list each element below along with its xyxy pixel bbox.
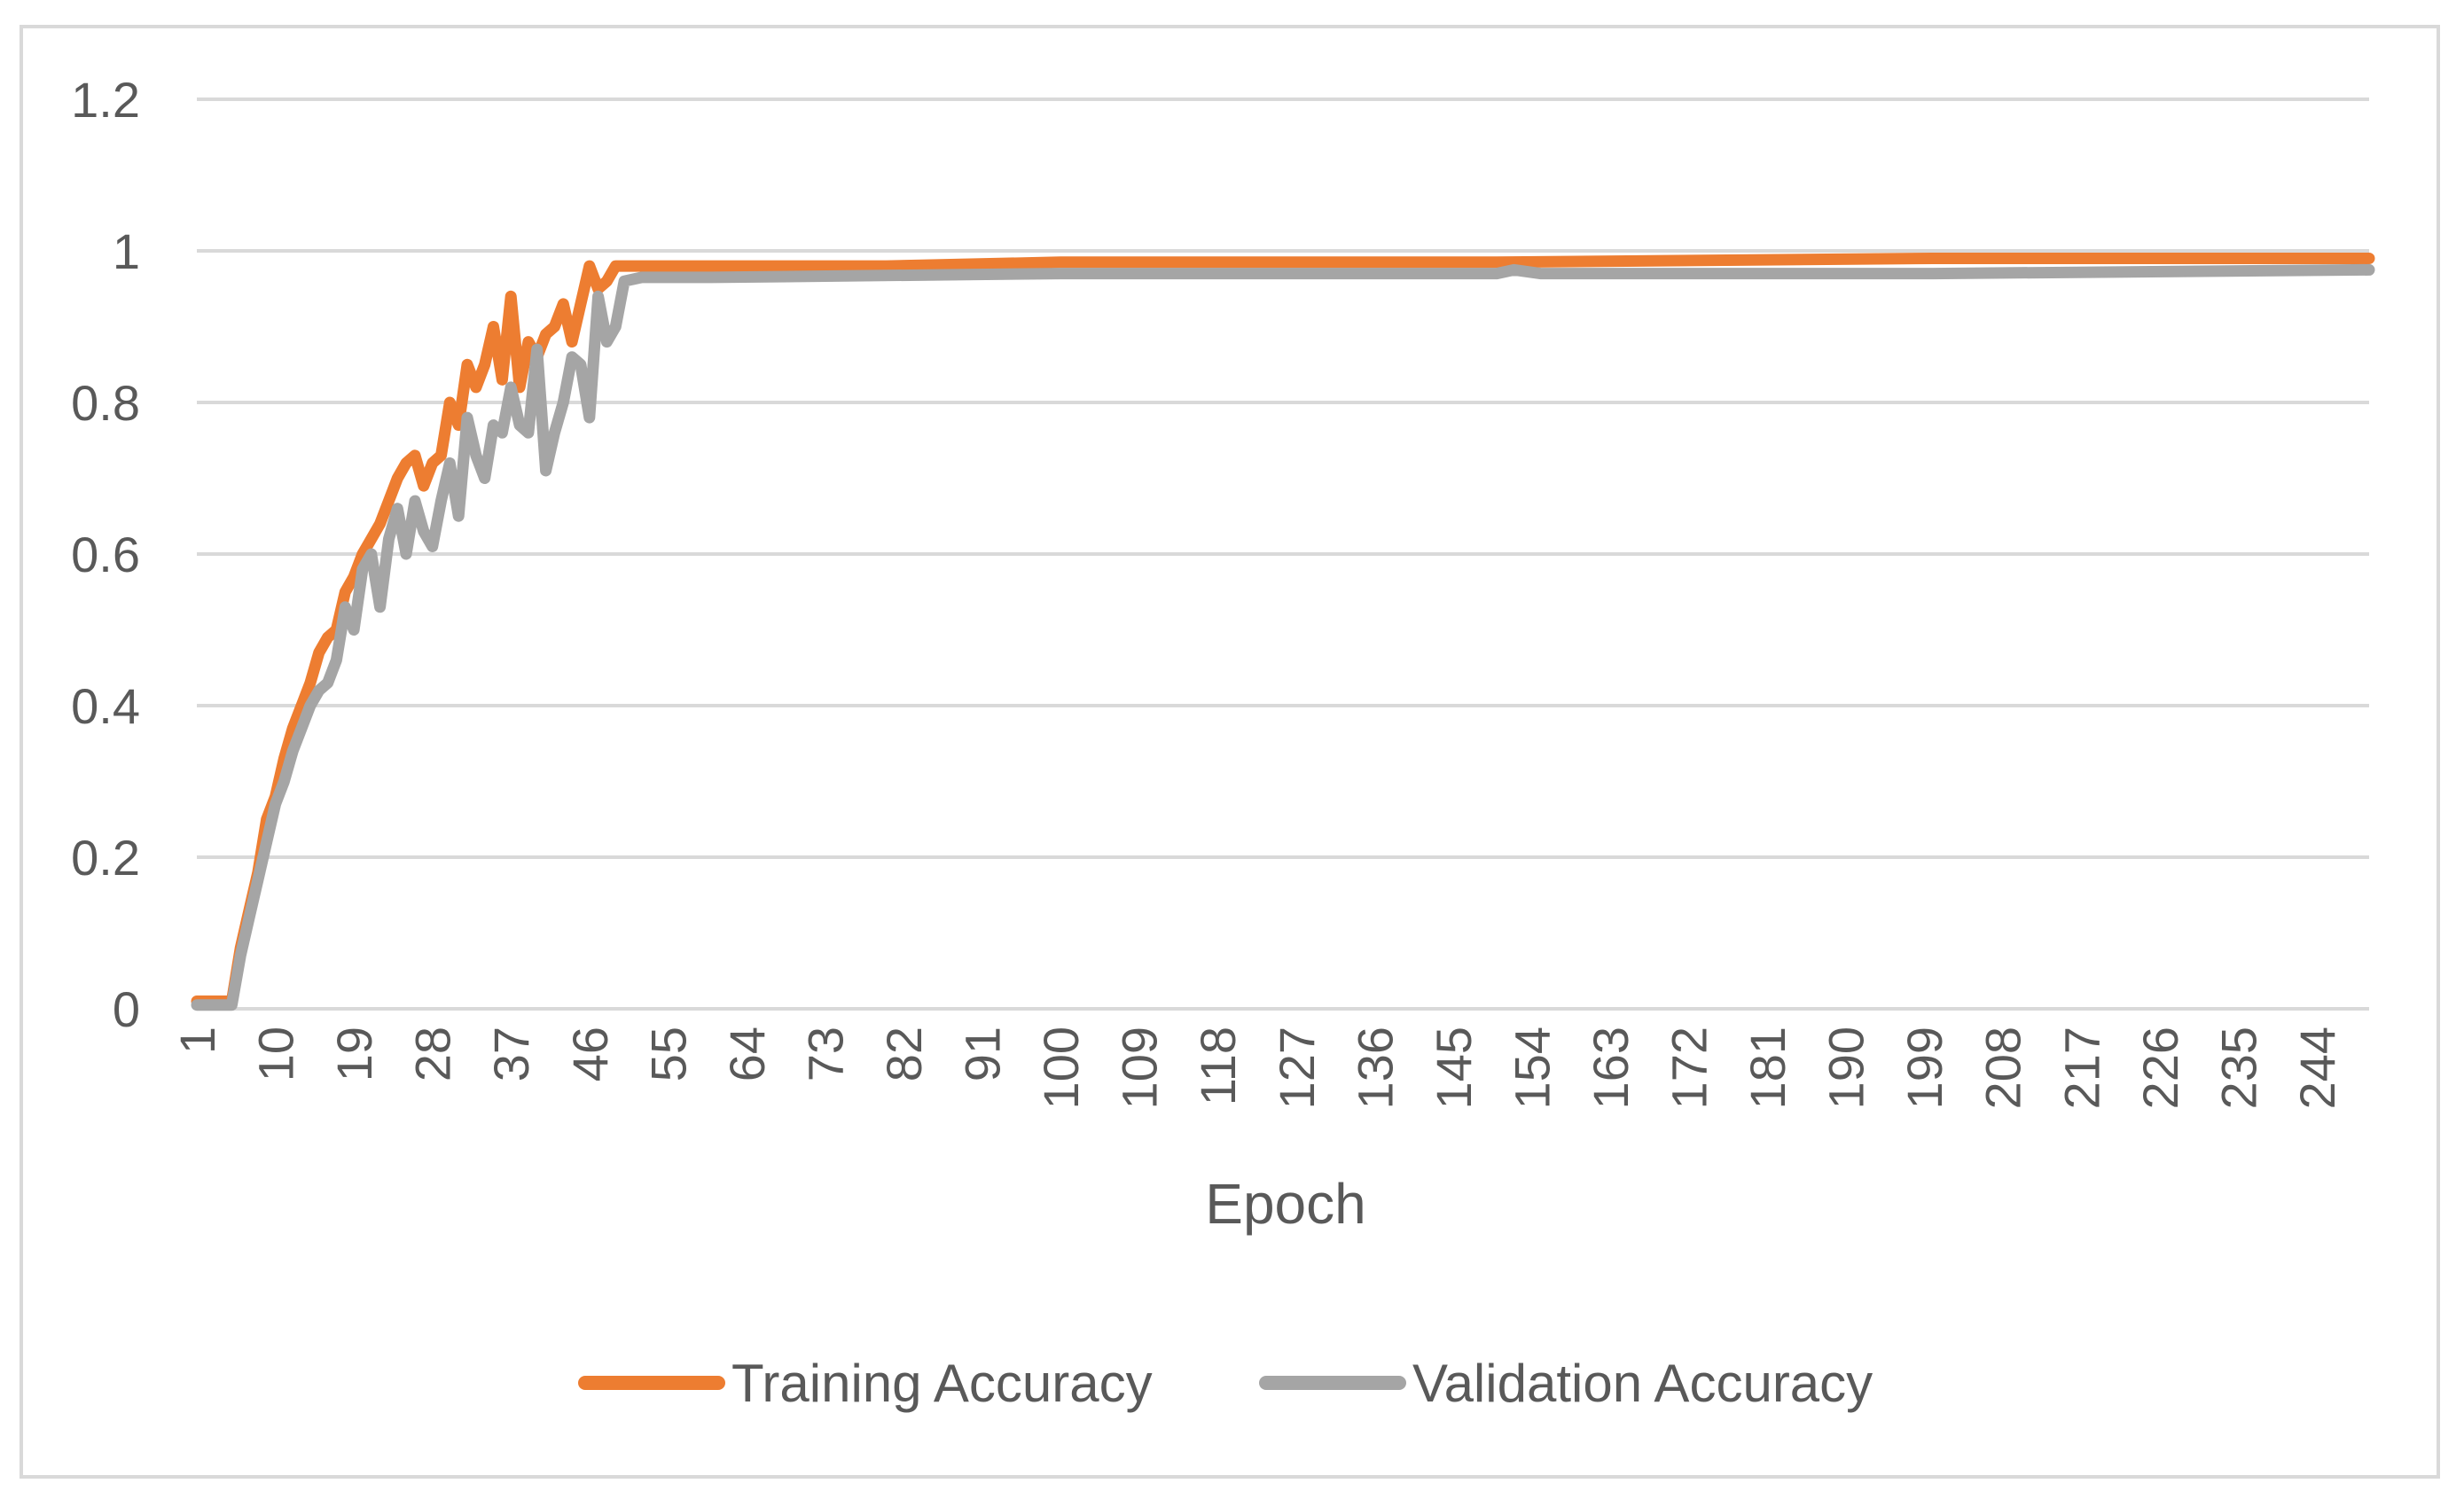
x-tick-label: 100 bbox=[1033, 1027, 1089, 1109]
x-tick-label: 145 bbox=[1426, 1027, 1482, 1109]
x-tick-label: 118 bbox=[1190, 1027, 1246, 1105]
x-tick-label: 163 bbox=[1583, 1027, 1639, 1109]
series-line-training bbox=[191, 253, 2375, 1007]
series-line-validation bbox=[191, 263, 2375, 1011]
x-tick-label: 28 bbox=[405, 1027, 461, 1081]
x-tick-label: 208 bbox=[1975, 1027, 2031, 1109]
x-tick-label: 10 bbox=[248, 1027, 304, 1081]
x-tick-label: 109 bbox=[1112, 1027, 1168, 1109]
x-tick-label: 190 bbox=[1819, 1027, 1874, 1109]
x-tick-label: 172 bbox=[1662, 1027, 1717, 1109]
y-axis-ticks: 0 0.2 0.4 0.6 0.8 1 1.2 bbox=[71, 72, 140, 1037]
x-tick-label: 181 bbox=[1740, 1027, 1795, 1109]
x-tick-label: 82 bbox=[876, 1027, 932, 1081]
y-tick-label: 0.4 bbox=[71, 678, 140, 734]
legend-item-validation: Validation Accuracy bbox=[1259, 1354, 1873, 1413]
y-tick-label: 1 bbox=[113, 223, 140, 279]
legend: Training Accuracy Validation Accuracy bbox=[578, 1354, 1873, 1413]
y-tick-label: 0.6 bbox=[71, 527, 140, 582]
x-tick-label: 37 bbox=[483, 1027, 539, 1081]
gridlines bbox=[197, 98, 2369, 1011]
legend-label-validation: Validation Accuracy bbox=[1412, 1354, 1873, 1413]
x-tick-label: 136 bbox=[1347, 1027, 1403, 1109]
legend-label-training: Training Accuracy bbox=[731, 1354, 1153, 1413]
x-tick-label: 235 bbox=[2210, 1027, 2266, 1109]
x-tick-label: 226 bbox=[2132, 1027, 2188, 1109]
x-tick-label: 217 bbox=[2053, 1027, 2109, 1109]
x-tick-label: 73 bbox=[797, 1027, 853, 1081]
x-tick-label: 64 bbox=[719, 1027, 775, 1081]
series-lines bbox=[191, 253, 2375, 1011]
y-tick-label: 0.8 bbox=[71, 375, 140, 431]
x-tick-label: 154 bbox=[1504, 1027, 1560, 1109]
x-axis-title: Epoch bbox=[1205, 1172, 1365, 1236]
legend-item-training: Training Accuracy bbox=[578, 1354, 1153, 1413]
y-tick-label: 0 bbox=[113, 981, 140, 1037]
x-tick-label: 55 bbox=[640, 1027, 696, 1081]
y-tick-label: 0.2 bbox=[71, 830, 140, 886]
x-tick-label: 19 bbox=[326, 1027, 382, 1081]
x-tick-label: 1 bbox=[169, 1027, 225, 1054]
x-tick-label: 244 bbox=[2289, 1027, 2345, 1109]
x-tick-label: 91 bbox=[955, 1027, 1011, 1081]
x-axis-ticks: 1 10 19 28 37 46 55 64 73 82 91 100 109 118 127 136 145 1… bbox=[169, 1027, 2345, 1109]
x-tick-label: 46 bbox=[562, 1027, 618, 1081]
y-tick-label: 1.2 bbox=[71, 72, 140, 128]
x-tick-label: 127 bbox=[1269, 1027, 1325, 1109]
x-tick-label: 199 bbox=[1897, 1027, 1952, 1109]
